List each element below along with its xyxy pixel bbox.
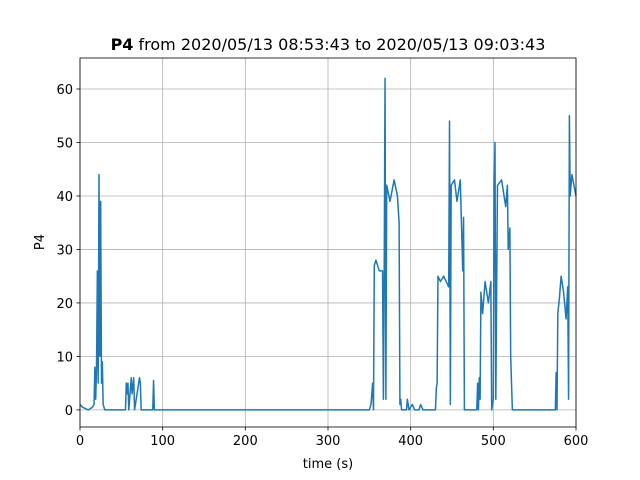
x-tick-label: 200: [233, 434, 258, 449]
title-rest: from 2020/05/13 08:53:43 to 2020/05/13 0…: [133, 35, 545, 54]
x-axis-label: time (s): [303, 457, 353, 472]
x-tick-label: 400: [398, 434, 423, 449]
y-tick-label: 30: [56, 243, 73, 258]
plot: [79, 77, 577, 411]
y-tick-label: 60: [56, 83, 73, 98]
chart-title: P4 from 2020/05/13 08:53:43 to 2020/05/1…: [111, 35, 546, 54]
x-tick-label: 0: [76, 434, 84, 449]
x-tick-label: 100: [150, 434, 175, 449]
y-tick-label: 20: [56, 297, 73, 312]
x-tick-label: 600: [564, 434, 589, 449]
title-bold: P4: [111, 35, 134, 54]
y-tick-label: 10: [56, 350, 73, 365]
y-tick-label: 50: [56, 136, 73, 151]
y-tick-label: 0: [65, 404, 73, 419]
data-line: [79, 77, 577, 411]
x-tick-label: 300: [316, 434, 341, 449]
x-tick-label: 500: [481, 434, 506, 449]
y-tick-label: 40: [56, 190, 73, 205]
y-axis-label: P4: [33, 234, 48, 250]
